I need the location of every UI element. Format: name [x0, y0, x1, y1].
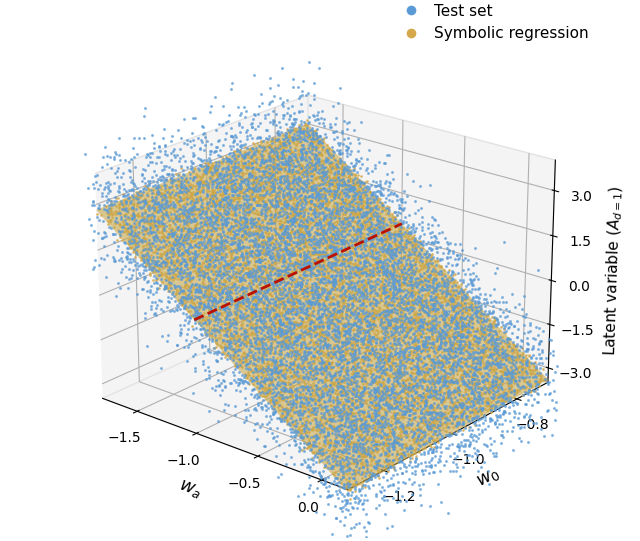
- Y-axis label: $w_0$: $w_0$: [473, 464, 502, 491]
- Legend: Test set, Symbolic regression: Test set, Symbolic regression: [390, 0, 595, 48]
- X-axis label: $w_a$: $w_a$: [176, 476, 205, 502]
